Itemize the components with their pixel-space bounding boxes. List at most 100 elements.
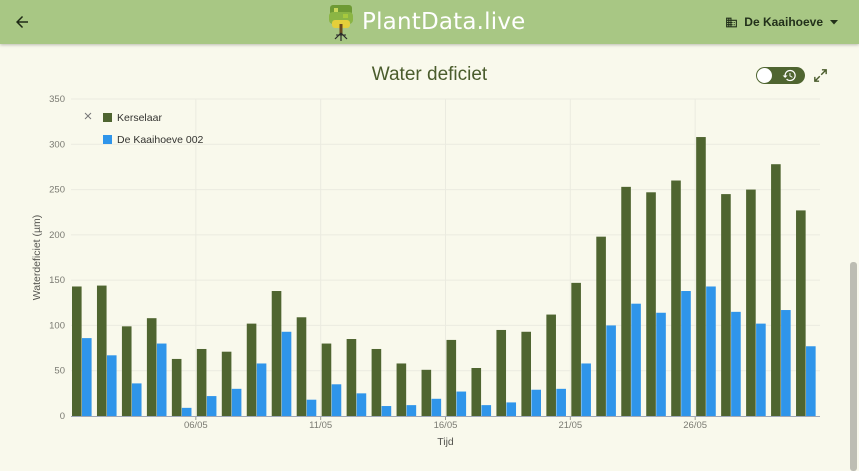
bar-series-1 (671, 180, 681, 416)
expand-button[interactable] (812, 67, 829, 84)
location-selector[interactable]: De Kaaihoeve (725, 13, 839, 31)
bar-series-1 (171, 358, 182, 416)
bar-series-2 (256, 363, 267, 416)
bar-series-1 (371, 348, 382, 416)
bar-series-1 (646, 192, 656, 416)
bar-series-1 (121, 326, 132, 416)
bar-series-2 (406, 405, 417, 416)
bar-series-1 (596, 236, 606, 416)
bar-series-2 (206, 396, 217, 416)
legend-label: De Kaaihoeve 002 (117, 134, 204, 146)
x-tick-label: 06/05 (184, 420, 208, 431)
bar-series-2 (131, 383, 142, 416)
y-tick-label: 100 (49, 320, 65, 331)
history-toggle[interactable] (756, 67, 805, 84)
bar-series-1 (621, 186, 631, 416)
x-tick-label: 26/05 (683, 420, 707, 431)
bar-series-1 (721, 194, 731, 416)
bar-series-2 (481, 405, 492, 416)
chart-grid (71, 98, 820, 416)
bar-series-1 (796, 210, 806, 416)
bar-series-2 (756, 323, 766, 416)
bar-series-2 (631, 303, 641, 416)
history-icon (782, 69, 796, 82)
tree-logo-icon (329, 5, 353, 41)
y-tick-label: 350 (49, 94, 65, 105)
legend-swatch (103, 135, 112, 144)
bar-series-1 (72, 286, 82, 416)
bar-series-2 (681, 291, 691, 416)
y-tick-label: 0 (60, 411, 65, 422)
bar-series-2 (431, 398, 442, 416)
expand-icon (814, 69, 827, 82)
bar-series-2 (381, 406, 392, 416)
bar-series-2 (581, 363, 591, 416)
x-tick-label: 11/05 (309, 420, 332, 431)
bar-series-2 (231, 388, 242, 416)
bar-series-1 (446, 339, 457, 416)
bar-series-2 (506, 402, 517, 416)
bar-series-2 (806, 346, 816, 416)
x-tick-label: 21/05 (558, 420, 582, 431)
bar-series-2 (456, 391, 467, 416)
chart-legend: Kerselaar De Kaaihoeve 002 (84, 112, 204, 146)
back-button[interactable] (8, 8, 36, 36)
bar-series-2 (356, 393, 367, 416)
bar-series-1 (696, 137, 706, 417)
bar-series-1 (146, 318, 157, 416)
bar-series-1 (421, 369, 432, 416)
bar-series-1 (96, 285, 107, 416)
y-tick-label: 50 (54, 366, 65, 377)
bar-series-1 (521, 331, 531, 416)
bar-series-1 (771, 164, 781, 416)
chart-title: Water deficiet (371, 64, 488, 85)
bar-series-2 (606, 325, 616, 416)
bar-series-1 (221, 351, 232, 416)
app-bar: PlantData.live De Kaaihoeve (0, 0, 859, 44)
chart-bars (72, 137, 816, 417)
brand-name: PlantData.live (362, 9, 526, 35)
location-name: De Kaaihoeve (744, 15, 823, 29)
legend-close-icon (84, 112, 92, 120)
toggle-knob (757, 68, 772, 83)
bar-series-2 (731, 311, 741, 416)
bar-series-2 (531, 389, 541, 416)
y-tick-label: 200 (49, 230, 65, 241)
bar-series-2 (281, 331, 292, 416)
bar-series-2 (706, 286, 716, 416)
legend-swatch (103, 113, 112, 122)
bar-series-2 (106, 355, 117, 416)
bar-series-1 (571, 282, 581, 416)
bar-series-1 (196, 348, 207, 416)
bar-series-1 (321, 343, 332, 416)
bar-series-2 (556, 388, 566, 416)
bar-series-1 (396, 363, 407, 416)
legend-close-stroke (84, 112, 92, 120)
building-icon (726, 17, 738, 27)
bar-series-1 (496, 329, 507, 416)
bar-series-2 (156, 343, 167, 416)
y-tick-label: 300 (49, 139, 65, 150)
y-tick-label: 150 (49, 275, 65, 286)
scrollbar[interactable] (850, 262, 857, 471)
bar-series-1 (346, 339, 357, 416)
bar-series-1 (246, 323, 257, 416)
bar-series-2 (781, 310, 791, 416)
chart-axes: 0 50 100 150 200 250 300 350 06/05 11/05 16/05 21/0… (31, 94, 820, 448)
bar-series-1 (296, 317, 307, 416)
bar-series-2 (331, 384, 342, 416)
bar-series-2 (306, 399, 317, 416)
y-axis-title: Waterdeficiet (µm) (31, 215, 43, 301)
x-tick-label: 16/05 (434, 420, 458, 431)
bar-series-2 (656, 312, 666, 416)
caret-down-icon (830, 20, 838, 25)
brand: PlantData.live (328, 2, 526, 42)
bar-series-1 (546, 314, 556, 416)
y-tick-label: 250 (49, 185, 65, 196)
bar-series-2 (82, 338, 92, 416)
legend-label: Kerselaar (117, 112, 162, 124)
bar-series-1 (471, 367, 482, 416)
arrow-left-icon (16, 16, 28, 28)
bar-series-1 (746, 189, 756, 416)
